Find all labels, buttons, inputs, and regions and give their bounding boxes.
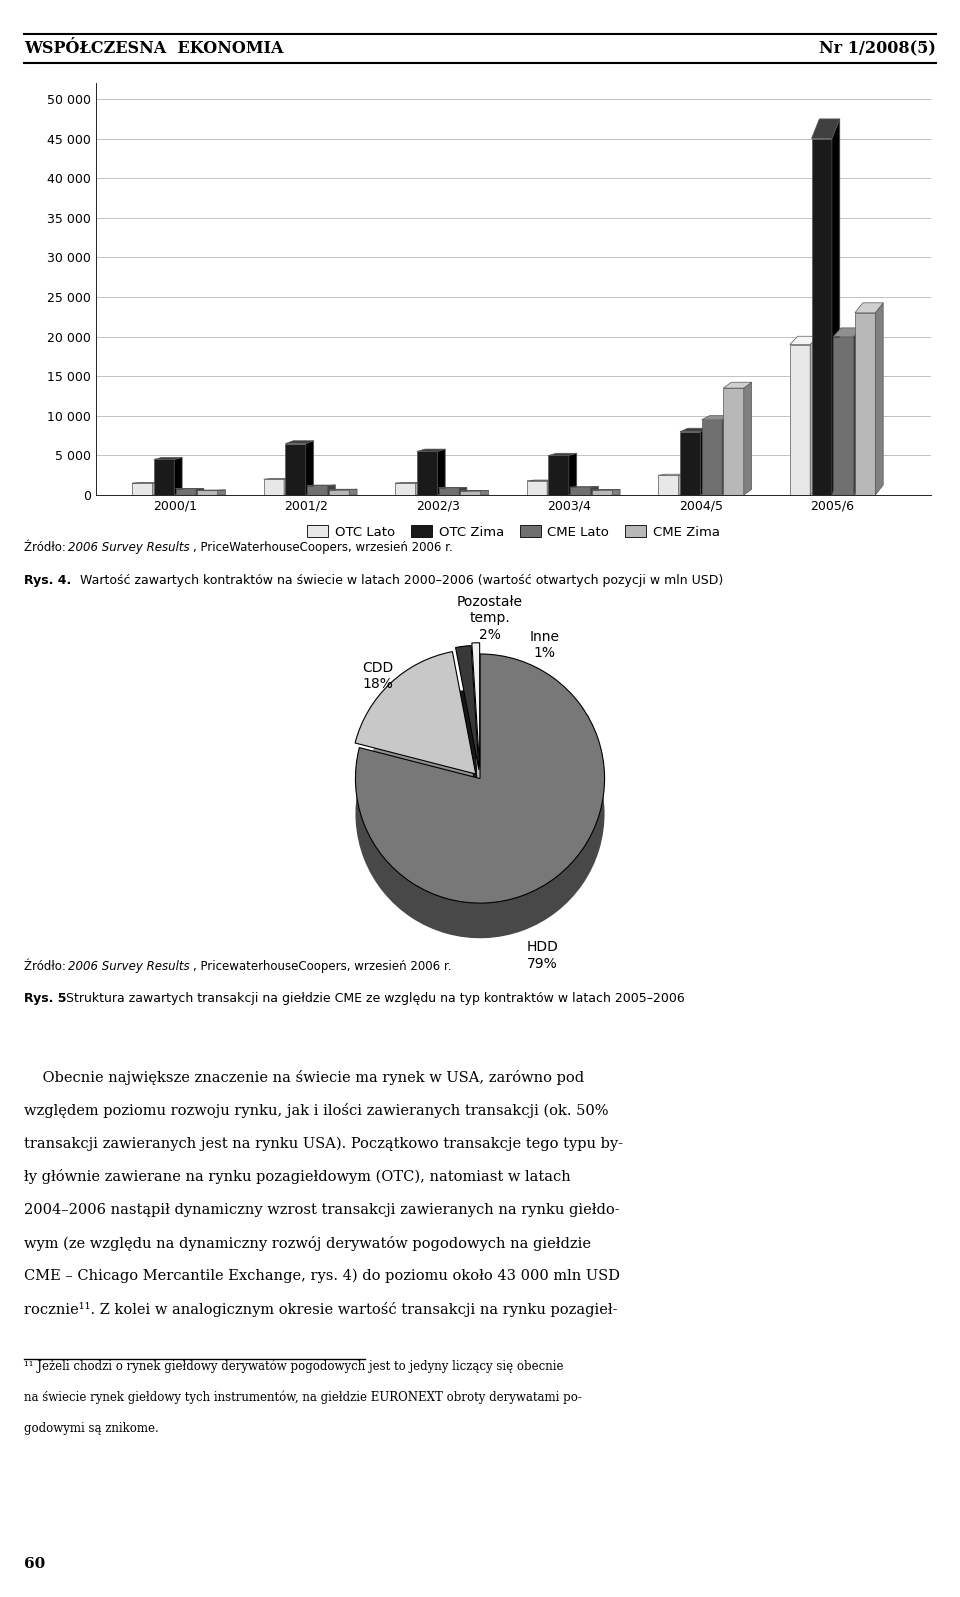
Bar [307,485,327,495]
Wedge shape [456,645,479,770]
Polygon shape [153,482,160,495]
Bar [811,139,832,495]
Polygon shape [855,303,883,313]
Bar [592,490,612,495]
Wedge shape [471,642,480,767]
Wedge shape [355,655,605,902]
Bar [154,460,175,495]
Bar [833,337,853,495]
Polygon shape [744,382,752,495]
Bar [702,420,722,495]
Text: godowymi są znikome.: godowymi są znikome. [24,1421,158,1434]
Polygon shape [154,457,182,460]
Bar [461,490,481,495]
Text: transakcji zawieranych jest na rynku USA). Początkowo transakcje tego typu by-: transakcji zawieranych jest na rynku USA… [24,1137,623,1151]
Wedge shape [457,690,480,814]
Polygon shape [680,428,708,431]
Polygon shape [810,337,818,495]
Bar [132,484,153,495]
Polygon shape [306,441,314,495]
Polygon shape [811,118,840,139]
Polygon shape [724,382,752,388]
Polygon shape [876,303,883,495]
Bar [570,487,590,495]
Text: WSPÓŁCZESNA  EKONOMIA: WSPÓŁCZESNA EKONOMIA [24,40,283,57]
Text: Nr 1/2008(5): Nr 1/2008(5) [819,40,936,57]
Wedge shape [355,652,476,775]
Bar [396,484,416,495]
Text: wym (ze względu na dynamiczny rozwój derywatów pogodowych na giełdzie: wym (ze względu na dynamiczny rozwój der… [24,1236,591,1250]
Polygon shape [702,415,730,420]
Bar [285,444,306,495]
Wedge shape [355,690,605,937]
Polygon shape [218,490,226,495]
Bar [659,476,679,495]
Bar [197,490,218,495]
Wedge shape [472,690,480,814]
Bar [548,455,569,495]
Polygon shape [196,489,204,495]
Text: Inne
1%: Inne 1% [530,629,560,660]
Polygon shape [679,474,686,495]
Text: Rys. 5: Rys. 5 [24,992,66,1006]
Bar [855,313,876,495]
Polygon shape [612,490,620,495]
Bar [176,489,196,495]
Polygon shape [417,449,445,452]
Polygon shape [832,118,840,495]
Text: Pozostałe
temp.
2%: Pozostałe temp. 2% [457,596,523,642]
Bar [724,388,744,495]
Polygon shape [547,481,555,495]
Polygon shape [481,490,489,495]
Polygon shape [327,485,335,495]
Polygon shape [284,479,292,495]
Polygon shape [701,428,708,495]
Text: 2004–2006 nastąpił dynamiczny wzrost transakcji zawieranych na rynku giełdo-: 2004–2006 nastąpił dynamiczny wzrost tra… [24,1203,619,1217]
Text: Rys. 4.: Rys. 4. [24,573,71,588]
Text: 2006 Survey Results: 2006 Survey Results [68,960,189,973]
Text: CME – Chicago Mercantile Exchange, rys. 4) do poziomu około 43 000 mln USD: CME – Chicago Mercantile Exchange, rys. … [24,1268,620,1284]
Text: CDD
18%: CDD 18% [362,661,394,692]
Polygon shape [416,482,423,495]
Polygon shape [349,489,357,495]
Legend: OTC Lato, OTC Zima, CME Lato, CME Zima: OTC Lato, OTC Zima, CME Lato, CME Zima [302,521,725,545]
Text: rocznie¹¹. Z kolei w analogicznym okresie wartość transakcji na rynku pozagieł-: rocznie¹¹. Z kolei w analogicznym okresi… [24,1302,617,1318]
Text: Wartość zawartych kontraktów na świecie w latach 2000–2006 (wartość otwartych po: Wartość zawartych kontraktów na świecie … [76,573,723,588]
Polygon shape [285,441,314,444]
Polygon shape [833,327,861,337]
Bar [417,452,438,495]
Text: 60: 60 [24,1557,45,1571]
Polygon shape [569,454,577,495]
Polygon shape [790,337,818,345]
Text: na świecie rynek giełdowy tych instrumentów, na giełdzie EURONEXT obroty derywat: na świecie rynek giełdowy tych instrumen… [24,1391,582,1404]
Text: , PricewaterhouseCoopers, wrzesień 2006 r.: , PricewaterhouseCoopers, wrzesień 2006 … [193,960,451,973]
Text: ły głównie zawierane na rynku pozagiełdowym (OTC), natomiast w latach: ły głównie zawierane na rynku pozagiełdo… [24,1169,571,1185]
Text: Źródło:: Źródło: [24,960,70,973]
Text: 2006 Survey Results: 2006 Survey Results [68,541,189,554]
Bar [329,490,349,495]
Polygon shape [175,457,182,495]
Bar [790,345,810,495]
Polygon shape [548,454,577,455]
Wedge shape [359,692,480,814]
Text: Struktura zawartych transakcji na giełdzie CME ze względu na typ kontraktów w la: Struktura zawartych transakcji na giełdz… [62,992,685,1006]
Bar [264,479,284,495]
Bar [439,489,459,495]
Polygon shape [459,487,467,495]
Polygon shape [438,449,445,495]
Bar [680,431,701,495]
Text: Źródło:: Źródło: [24,541,70,554]
Bar [527,481,547,495]
Text: Obecnie największe znaczenie na świecie ma rynek w USA, zarówno pod: Obecnie największe znaczenie na świecie … [24,1070,584,1084]
Text: HDD
79%: HDD 79% [526,941,558,971]
Polygon shape [853,327,861,495]
Polygon shape [722,415,730,495]
Text: ¹¹ Jeżeli chodzi o rynek giełdowy derywatów pogodowych jest to jedyny liczący si: ¹¹ Jeżeli chodzi o rynek giełdowy derywa… [24,1359,564,1372]
Polygon shape [590,487,598,495]
Text: względem poziomu rozwoju rynku, jak i ilości zawieranych transakcji (ok. 50%: względem poziomu rozwoju rynku, jak i il… [24,1104,609,1118]
Text: , PriceWaterhouseCoopers, wrzesień 2006 r.: , PriceWaterhouseCoopers, wrzesień 2006 … [193,541,452,554]
